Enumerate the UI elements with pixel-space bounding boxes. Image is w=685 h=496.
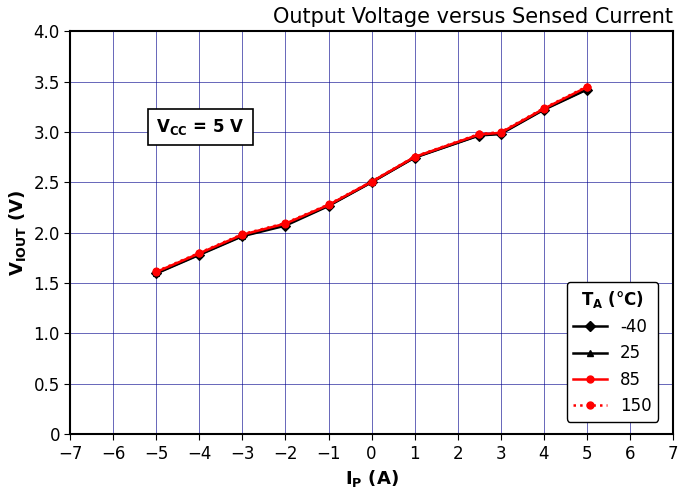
Text: Output Voltage versus Sensed Current: Output Voltage versus Sensed Current bbox=[273, 7, 673, 27]
Text: $\mathregular{V_{CC}}$ = 5 V: $\mathregular{V_{CC}}$ = 5 V bbox=[156, 117, 245, 137]
Y-axis label: $\mathregular{V_{IOUT}}$ (V): $\mathregular{V_{IOUT}}$ (V) bbox=[7, 189, 28, 276]
X-axis label: $\mathregular{I_P}$ (A): $\mathregular{I_P}$ (A) bbox=[345, 468, 399, 489]
Legend: -40, 25, 85, 150: -40, 25, 85, 150 bbox=[566, 282, 658, 422]
